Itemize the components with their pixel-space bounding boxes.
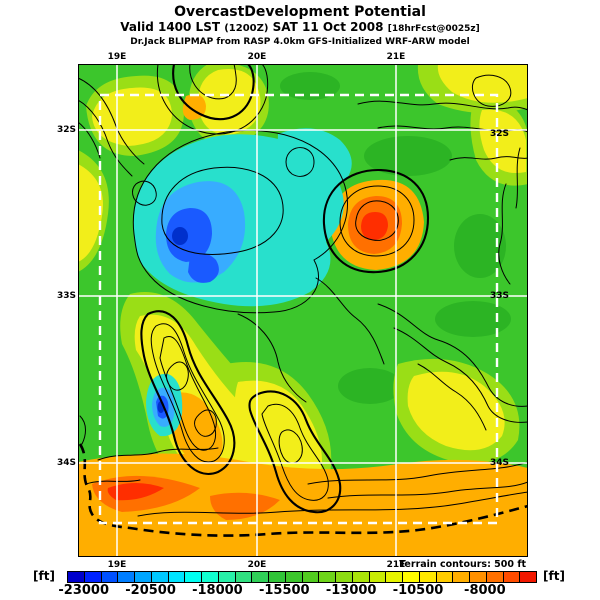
terrain-contours	[78, 64, 528, 517]
colorbar-cell	[202, 572, 219, 582]
map-border	[78, 64, 528, 557]
colorbar-unit-right: [ft]	[543, 569, 565, 583]
valid-date: SAT 11 Oct 2008	[272, 20, 384, 35]
coastline	[78, 443, 528, 537]
colorbar-cell	[386, 572, 403, 582]
colorbar-cell	[302, 572, 320, 582]
map-blue-patches	[156, 208, 219, 419]
colorbar-cell	[470, 572, 487, 582]
latlon-grid	[78, 64, 528, 557]
colorbar-cell	[135, 572, 152, 582]
map-dark-green-patches	[114, 72, 511, 404]
colorbar-cell	[285, 572, 303, 582]
valid-time-line: Valid 1400 LST (1200Z) SAT 11 Oct 2008 […	[0, 20, 600, 35]
valid-prefix: Valid 1400 LST	[120, 20, 221, 35]
colorbar-cell	[319, 572, 336, 582]
colorbar-cell	[486, 572, 504, 582]
colorbar-cell	[185, 572, 202, 582]
colorbar-tick-label: -20500	[125, 583, 176, 598]
header: OvercastDevelopment Potential Valid 1400…	[0, 4, 600, 47]
colorbar-tick-label: -23000	[58, 583, 110, 598]
colorbar-tick-label: -13000	[325, 583, 377, 598]
lat-label-right-34s: 34S	[490, 458, 510, 468]
lon-label-bottom-19e: 19E	[107, 560, 127, 570]
colorbar-cell	[84, 572, 102, 582]
colorbar-cell	[403, 572, 420, 582]
colorbar-cell	[269, 572, 286, 582]
page-title: OvercastDevelopment Potential	[174, 4, 426, 20]
colorbar-cell	[419, 572, 437, 582]
colorbar-cell	[436, 572, 454, 582]
lon-label-top-21e: 21E	[386, 52, 406, 62]
colorbar-cell	[101, 572, 119, 582]
lat-label-right-32s: 32S	[490, 129, 510, 139]
map-area: 19E 20E 21E 19E 20E 21E 32S 33S 34S 32S …	[57, 52, 528, 570]
colorbar-cell	[336, 572, 353, 582]
colorbar-tick-label: -15500	[258, 583, 310, 598]
terrain-contours-thick	[140, 64, 430, 514]
colorbar-tick-label: -8000	[464, 583, 506, 598]
colorbar-cell	[503, 572, 521, 582]
colorbar-unit-left: [ft]	[33, 569, 55, 583]
valid-zulu: (1200Z)	[224, 23, 269, 35]
colorbar-cell	[151, 572, 169, 582]
forecast-tag: [18hrFcst@0025z]	[387, 24, 480, 35]
map-red-patches	[107, 212, 388, 501]
colorbar-cell	[252, 572, 269, 582]
colorbar	[67, 571, 537, 583]
colorbar-cell	[218, 572, 236, 582]
model-line: Dr.Jack BLIPMAP from RASP 4.0km GFS-Init…	[130, 36, 470, 47]
colorbar-cell	[520, 572, 536, 582]
colorbar-cell	[352, 572, 370, 582]
colorbar-cell	[235, 572, 253, 582]
colorbar-cell	[369, 572, 387, 582]
colorbar-cell	[168, 572, 186, 582]
lat-label-left-34s: 34S	[56, 458, 76, 468]
lat-label-left-33s: 33S	[56, 291, 76, 301]
colorbar-cell	[118, 572, 135, 582]
colorbar-tick-label: -10500	[392, 583, 444, 598]
lon-label-top-19e: 19E	[107, 52, 127, 62]
domain-boundary-box	[98, 93, 499, 525]
colorbar-cell	[453, 572, 470, 582]
colorbar-tick-label: -18000	[192, 583, 243, 598]
lat-label-right-33s: 33S	[490, 291, 510, 301]
forecast-map	[78, 64, 528, 557]
lat-label-left-32s: 32S	[56, 125, 76, 135]
lon-label-bottom-20e: 20E	[247, 560, 267, 570]
terrain-contour-note: Terrain contours: 500 ft	[399, 559, 526, 570]
colorbar-cell	[68, 572, 85, 582]
lon-label-bottom-21e: 21E	[386, 560, 406, 570]
lon-label-top-20e: 20E	[247, 52, 267, 62]
